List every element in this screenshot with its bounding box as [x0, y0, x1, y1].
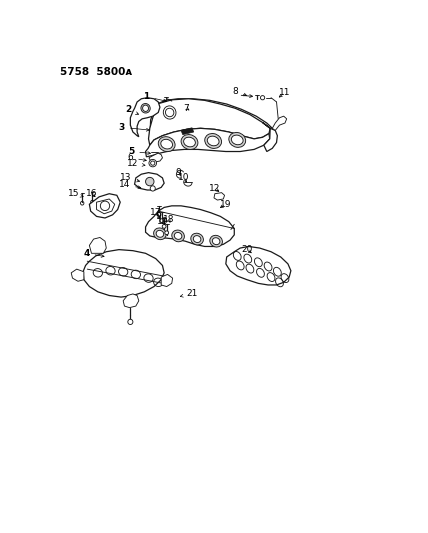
Ellipse shape	[232, 135, 243, 145]
Ellipse shape	[172, 230, 184, 242]
Polygon shape	[150, 99, 272, 141]
Text: 10: 10	[157, 217, 168, 226]
Text: 14: 14	[119, 180, 141, 189]
Text: 17: 17	[150, 208, 161, 217]
Ellipse shape	[161, 139, 172, 149]
Ellipse shape	[158, 136, 175, 151]
Text: 5: 5	[128, 147, 151, 156]
Ellipse shape	[207, 136, 219, 146]
Polygon shape	[161, 274, 172, 287]
Ellipse shape	[141, 103, 150, 113]
Ellipse shape	[157, 213, 161, 216]
Polygon shape	[214, 192, 225, 200]
Text: 12: 12	[209, 184, 220, 193]
Ellipse shape	[191, 233, 203, 245]
Ellipse shape	[154, 228, 166, 240]
Ellipse shape	[181, 134, 198, 149]
Ellipse shape	[162, 224, 166, 228]
Polygon shape	[131, 98, 160, 137]
Polygon shape	[149, 153, 163, 162]
Text: 20: 20	[241, 245, 253, 254]
Text: 8: 8	[232, 87, 247, 96]
Ellipse shape	[210, 236, 223, 247]
Text: 18: 18	[163, 214, 174, 223]
Ellipse shape	[184, 137, 195, 147]
Text: 16: 16	[86, 189, 97, 198]
Ellipse shape	[193, 236, 201, 243]
Ellipse shape	[212, 238, 220, 245]
Text: 19: 19	[220, 200, 232, 209]
Polygon shape	[272, 116, 287, 131]
Polygon shape	[71, 269, 84, 281]
Polygon shape	[134, 173, 164, 190]
Ellipse shape	[163, 106, 176, 119]
Ellipse shape	[156, 230, 164, 237]
Polygon shape	[181, 128, 194, 135]
Text: 12: 12	[127, 159, 145, 168]
Ellipse shape	[143, 105, 149, 111]
Ellipse shape	[146, 177, 154, 186]
Ellipse shape	[149, 159, 157, 167]
Polygon shape	[263, 123, 277, 151]
Text: 11: 11	[279, 88, 291, 97]
Text: 13: 13	[120, 173, 140, 182]
Polygon shape	[226, 246, 291, 285]
Ellipse shape	[150, 186, 155, 191]
Ellipse shape	[165, 231, 169, 235]
Ellipse shape	[160, 219, 163, 222]
Ellipse shape	[205, 133, 222, 148]
Polygon shape	[146, 206, 234, 246]
Text: 5758  5800ᴀ: 5758 5800ᴀ	[60, 67, 132, 77]
Text: 6: 6	[128, 154, 146, 163]
Text: 4: 4	[83, 249, 104, 258]
Ellipse shape	[229, 133, 246, 147]
Text: 3: 3	[119, 123, 149, 132]
Text: 21: 21	[180, 289, 198, 298]
Polygon shape	[89, 193, 120, 218]
Text: 2: 2	[125, 106, 139, 115]
Text: 1: 1	[143, 92, 166, 102]
Polygon shape	[123, 294, 139, 308]
Polygon shape	[149, 99, 270, 145]
Text: 9: 9	[175, 168, 181, 177]
Polygon shape	[83, 249, 164, 297]
Text: 10: 10	[178, 173, 189, 182]
Ellipse shape	[174, 232, 182, 239]
Ellipse shape	[128, 319, 133, 325]
Text: 7: 7	[184, 104, 190, 113]
Polygon shape	[146, 128, 270, 157]
Text: 9: 9	[155, 212, 161, 221]
Text: 15: 15	[68, 189, 83, 198]
Polygon shape	[89, 238, 106, 253]
